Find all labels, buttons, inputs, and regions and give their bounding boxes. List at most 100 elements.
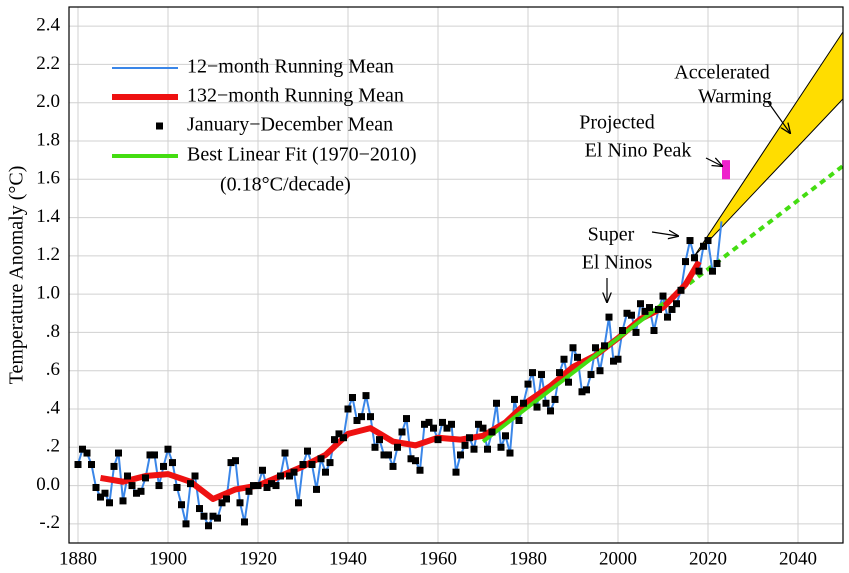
data-point — [529, 369, 536, 377]
data-point — [538, 371, 545, 379]
x-tick-label: 2000 — [599, 548, 637, 569]
y-tick-label: .2 — [46, 436, 60, 457]
data-point — [700, 242, 707, 250]
data-point — [385, 451, 392, 459]
y-tick-label: -.2 — [39, 512, 60, 533]
data-point — [407, 455, 415, 463]
data-point — [196, 505, 203, 513]
data-point — [677, 286, 685, 294]
data-point — [236, 499, 244, 507]
data-point — [191, 472, 199, 480]
data-point — [254, 482, 262, 490]
y-tick-label: .4 — [46, 397, 61, 418]
data-point — [263, 483, 271, 491]
data-point — [349, 394, 356, 402]
data-point — [466, 434, 473, 442]
data-point — [133, 489, 140, 497]
data-point — [578, 388, 586, 396]
x-tick-label: 1880 — [59, 548, 97, 569]
data-point — [227, 459, 235, 467]
y-tick-label: 1.2 — [36, 244, 60, 265]
data-point — [686, 237, 694, 245]
annotation: Projected — [579, 112, 655, 134]
legend-label: 132−month Running Mean — [187, 85, 404, 107]
annotation: El Ninos — [582, 252, 653, 274]
data-point — [232, 457, 239, 465]
data-point — [673, 300, 680, 308]
data-point — [547, 407, 554, 415]
data-point — [493, 399, 500, 407]
data-point — [533, 403, 541, 411]
data-point — [484, 445, 491, 453]
legend-note: (0.18°C/decade) — [220, 174, 351, 196]
grid — [69, 7, 843, 543]
data-point — [97, 493, 104, 501]
y-tick-label: .6 — [46, 359, 60, 380]
data-point — [610, 357, 617, 365]
data-point — [601, 342, 608, 350]
annotation: El Nino Peak — [585, 140, 692, 162]
y-tick-label: 2.2 — [36, 53, 60, 74]
data-point — [394, 443, 401, 451]
data-point — [650, 327, 658, 335]
y-tick-label: 1.8 — [36, 129, 60, 150]
data-point — [511, 395, 518, 403]
data-point — [682, 258, 689, 266]
data-point — [421, 420, 428, 428]
el-nino-peak — [722, 160, 730, 180]
data-point — [457, 451, 464, 459]
data-point — [403, 415, 410, 423]
data-point — [209, 512, 217, 520]
data-point — [637, 300, 644, 308]
data-point — [317, 455, 325, 463]
data-point — [331, 436, 338, 444]
data-point — [668, 305, 676, 313]
data-point — [479, 424, 487, 432]
data-point — [358, 413, 365, 421]
annotation: Warming — [698, 86, 772, 108]
data-point — [556, 369, 563, 377]
data-point — [74, 461, 82, 469]
data-point — [551, 395, 559, 403]
data-point — [592, 344, 599, 352]
data-point — [214, 514, 221, 522]
data-point — [628, 311, 635, 319]
data-point — [439, 418, 446, 426]
data-point — [250, 482, 257, 490]
data-point — [187, 480, 194, 488]
data-point — [245, 487, 253, 495]
data-point — [295, 499, 302, 507]
data-point — [614, 355, 622, 363]
data-point — [164, 445, 172, 453]
plot-frame — [68, 6, 844, 544]
x-tick-label: 1960 — [419, 548, 457, 569]
data-point — [83, 449, 91, 457]
data-point — [182, 520, 190, 528]
y-tick-label: 1.4 — [36, 206, 60, 227]
data-point — [569, 344, 577, 352]
data-point — [178, 501, 185, 509]
x-tick-label: 1980 — [509, 548, 547, 569]
data-point — [434, 436, 442, 444]
data-point — [389, 462, 397, 470]
data-point — [106, 499, 113, 507]
data-point — [277, 472, 284, 480]
data-point — [502, 432, 509, 440]
data-point — [286, 472, 293, 480]
data-point — [344, 405, 352, 413]
data-point — [173, 483, 181, 491]
data-point — [560, 355, 568, 363]
y-tick-label: 2.0 — [36, 91, 60, 112]
arrow — [651, 232, 678, 236]
legend-label: 12−month Running Mean — [187, 56, 394, 78]
data-point — [583, 386, 590, 394]
data-point — [335, 430, 343, 438]
data-point — [542, 399, 550, 407]
data-point — [596, 367, 604, 375]
data-point — [353, 416, 361, 424]
data-point — [169, 459, 176, 467]
data-point — [119, 497, 127, 505]
data-point — [646, 304, 653, 312]
data-point — [299, 461, 307, 469]
